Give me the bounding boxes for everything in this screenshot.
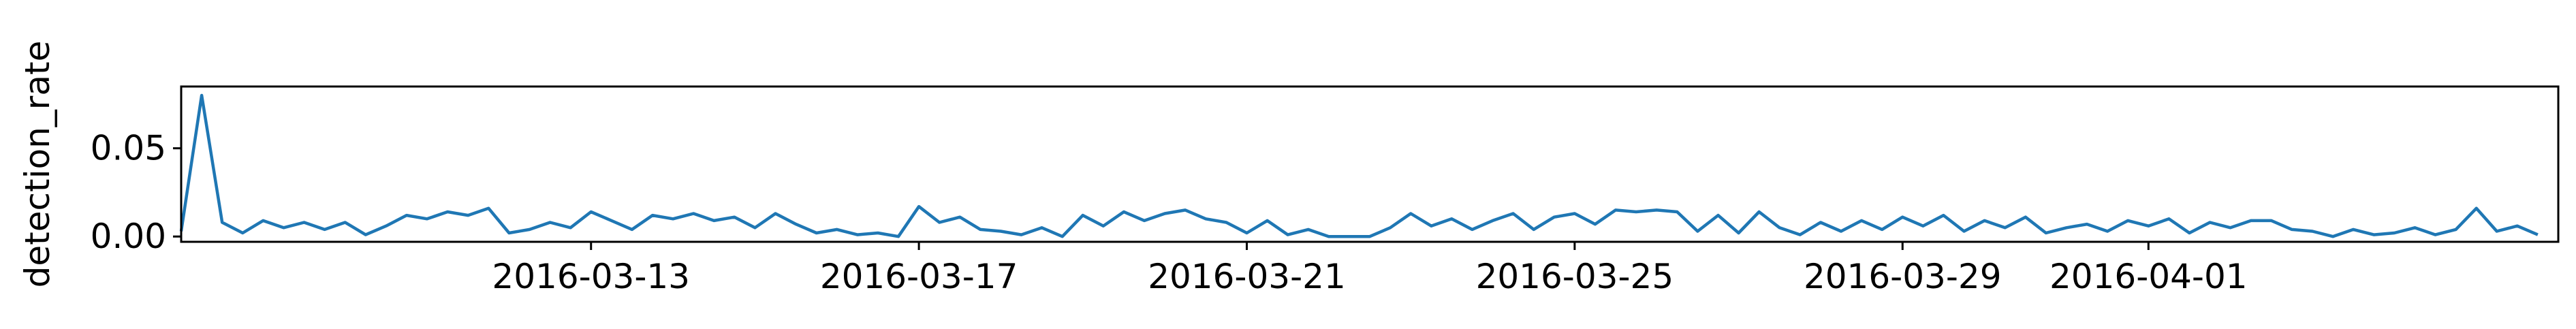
detection-rate-line <box>179 93 2539 238</box>
x-tick-label: 2016-03-21 <box>1148 257 1346 296</box>
plot-frame <box>180 85 2560 243</box>
x-tick-label: 2016-03-17 <box>820 257 1018 296</box>
y-axis-title: detection_rate <box>18 41 57 288</box>
x-tick-label: 2016-04-01 <box>2049 257 2248 296</box>
y-axis-ticks: 0.00 0.05 <box>91 129 181 256</box>
y-axis-title-group: detection_rate <box>18 41 57 288</box>
x-tick-label: 2016-03-25 <box>1476 257 1674 296</box>
y-tick-label: 0.00 <box>91 217 166 256</box>
y-tick-label: 0.05 <box>91 129 166 168</box>
x-axis-ticks: 2016-03-13 2016-03-17 2016-03-21 2016-03-25… <box>492 242 2248 296</box>
series-layer <box>179 93 2539 238</box>
x-tick-label: 2016-03-29 <box>1804 257 2002 296</box>
plot-area <box>181 87 2558 242</box>
x-tick-label: 2016-03-13 <box>492 257 690 296</box>
